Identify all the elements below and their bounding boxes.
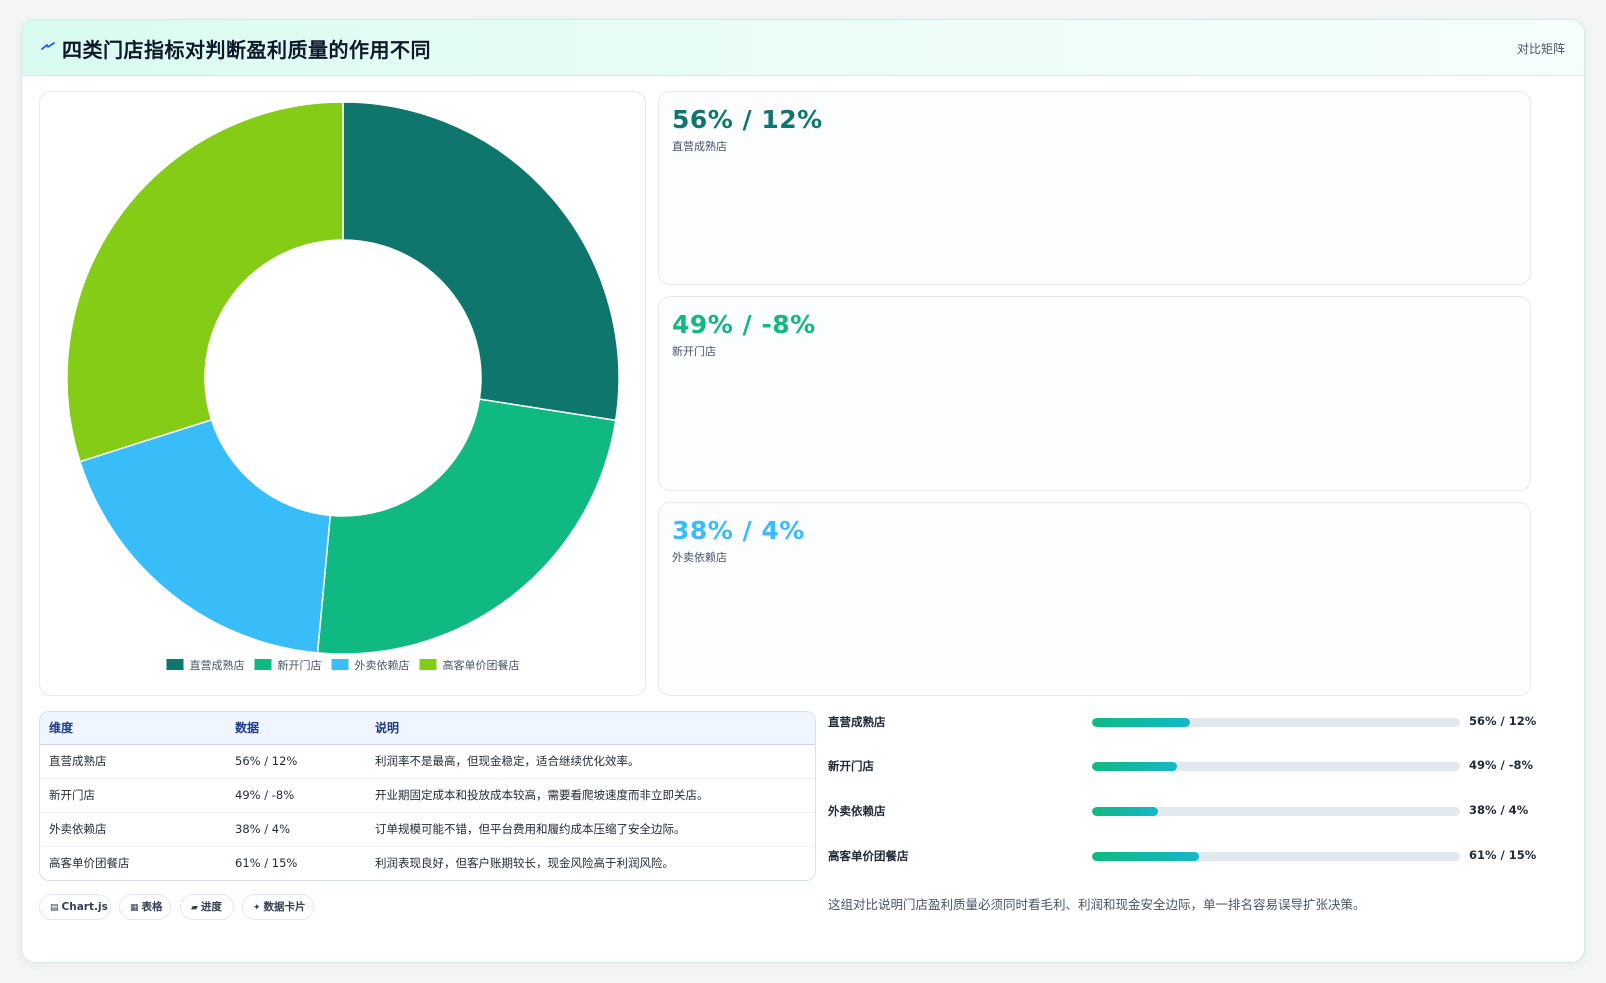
sparkle-icon: ✦	[253, 903, 261, 913]
legend-swatch[interactable]	[419, 659, 437, 670]
progress-label: 高客单价团餐店	[828, 849, 909, 863]
chip-progress[interactable]: ▰ 进度	[180, 894, 234, 920]
chip-label: 进度	[200, 901, 222, 913]
progress-fill	[1092, 762, 1177, 771]
legend-label[interactable]: 外卖依赖店	[355, 658, 410, 672]
dashboard-card: 四类门店指标对判断盈利质量的作用不同 对比矩阵 直营成熟店 新开门店 外卖依赖店 高客…	[21, 19, 1585, 963]
progress-track	[1092, 852, 1460, 861]
kpi-label: 外卖依赖店	[672, 551, 727, 564]
spark-icon	[41, 42, 55, 50]
progress-fill	[1092, 718, 1190, 727]
legend-swatch[interactable]	[331, 659, 349, 670]
table-cell: 开业期固定成本和投放成本较高，需要看爬坡速度而非立即关店。	[366, 778, 815, 813]
chip-label: Chart.js	[61, 901, 108, 913]
chip-data-cards[interactable]: ✦ 数据卡片	[242, 894, 314, 920]
comparison-table: 维度 数据 说明 直营成熟店 56% / 12% 利润率不是最高，但现金稳定，适…	[40, 712, 815, 880]
progress-fill	[1092, 807, 1159, 816]
table-cell: 利润率不是最高，但现金稳定，适合继续优化效率。	[366, 744, 815, 779]
table-row: 高客单价团餐店 61% / 15% 利润表现良好，但客户账期较长，现金风险高于利…	[40, 846, 815, 880]
chip-table[interactable]: ▦ 表格	[119, 894, 171, 920]
card-header: 四类门店指标对判断盈利质量的作用不同 对比矩阵	[22, 20, 1584, 76]
summary-note: 这组对比说明门店盈利质量必须同时看毛利、利润和现金安全边际，单一排名容易误导扩张…	[828, 897, 1366, 912]
table-header: 维度	[40, 712, 226, 745]
table-header: 说明	[366, 712, 815, 745]
doughnut-slice-4[interactable]	[66, 101, 344, 463]
chip-label: 表格	[141, 901, 163, 913]
kpi-value: 49% / -8%	[672, 310, 816, 339]
table-cell: 订单规模可能不错，但平台费用和履约成本压缩了安全边际。	[366, 812, 815, 847]
legend-label[interactable]: 新开门店	[278, 658, 322, 672]
table-cell: 38% / 4%	[226, 812, 366, 847]
table-cell: 直营成熟店	[40, 744, 226, 779]
kpi-value: 56% / 12%	[672, 105, 823, 134]
kpi-card: 38% / 4% 外卖依赖店	[658, 502, 1531, 696]
chip-label: 数据卡片	[263, 901, 306, 913]
kpi-label: 直营成熟店	[672, 140, 727, 153]
progress-value: 61% / 15%	[1469, 848, 1537, 862]
table-cell: 高客单价团餐店	[49, 856, 130, 870]
progress-value: 49% / -8%	[1469, 758, 1534, 772]
comparison-table-panel: 维度 数据 说明 直营成熟店 56% / 12% 利润率不是最高，但现金稳定，适…	[39, 711, 816, 881]
legend-label[interactable]: 直营成熟店	[190, 658, 245, 672]
header-tag[interactable]: 对比矩阵	[1516, 42, 1565, 56]
progress-icon: ▰	[191, 903, 198, 913]
table-cell: 外卖依赖店	[40, 812, 226, 847]
progress-value: 56% / 12%	[1469, 714, 1537, 728]
doughnut-slice-2[interactable]	[316, 398, 617, 655]
table-row: 直营成熟店 56% / 12% 利润率不是最高，但现金稳定，适合继续优化效率。	[40, 744, 815, 779]
progress-row: 直营成熟店 56% / 12%	[828, 712, 1536, 732]
kpi-label: 新开门店	[672, 345, 716, 358]
progress-track	[1092, 718, 1460, 727]
table-cell: 49% / -8%	[226, 778, 366, 813]
chart-icon: ▤	[50, 903, 59, 913]
progress-row: 外卖依赖店 38% / 4%	[828, 801, 1528, 821]
table-cell: 61% / 15%	[235, 856, 298, 870]
progress-track	[1092, 762, 1460, 771]
progress-track	[1092, 807, 1460, 816]
progress-row: 高客单价团餐店 61% / 15%	[828, 846, 1536, 866]
table-cell: 56% / 12%	[226, 744, 366, 779]
table-cell: 利润表现良好，但客户账期较长，现金风险高于利润风险。	[375, 856, 674, 870]
legend-label[interactable]: 高客单价团餐店	[443, 658, 520, 672]
doughnut-slice-3[interactable]	[79, 418, 332, 654]
doughnut-chart-panel: 直营成熟店 新开门店 外卖依赖店 高客单价团餐店	[39, 91, 646, 696]
legend-swatch[interactable]	[254, 659, 272, 670]
table-icon: ▦	[130, 903, 139, 913]
table-row: 新开门店 49% / -8% 开业期固定成本和投放成本较高，需要看爬坡速度而非立…	[40, 778, 815, 813]
progress-label: 新开门店	[828, 759, 874, 773]
legend-swatch[interactable]	[166, 659, 184, 670]
progress-value: 38% / 4%	[1469, 803, 1529, 817]
table-row: 外卖依赖店 38% / 4% 订单规模可能不错，但平台费用和履约成本压缩了安全边…	[40, 812, 815, 847]
progress-label: 外卖依赖店	[828, 804, 886, 818]
progress-fill	[1092, 852, 1199, 861]
progress-label: 直营成熟店	[828, 715, 886, 729]
progress-row: 新开门店 49% / -8%	[828, 756, 1533, 776]
table-cell: 新开门店	[40, 778, 226, 813]
chip-chartjs[interactable]: ▤ Chart.js	[39, 894, 111, 920]
page-title: 四类门店指标对判断盈利质量的作用不同	[62, 38, 431, 62]
table-header-row: 维度 数据 说明	[40, 712, 815, 745]
kpi-card: 49% / -8% 新开门店	[658, 296, 1531, 491]
kpi-card: 56% / 12% 直营成熟店	[658, 91, 1531, 285]
table-header: 数据	[226, 712, 366, 745]
doughnut-slice-1[interactable]	[342, 101, 620, 422]
kpi-value: 38% / 4%	[672, 516, 805, 545]
doughnut-chart: 直营成熟店 新开门店 外卖依赖店 高客单价团餐店	[66, 101, 620, 672]
